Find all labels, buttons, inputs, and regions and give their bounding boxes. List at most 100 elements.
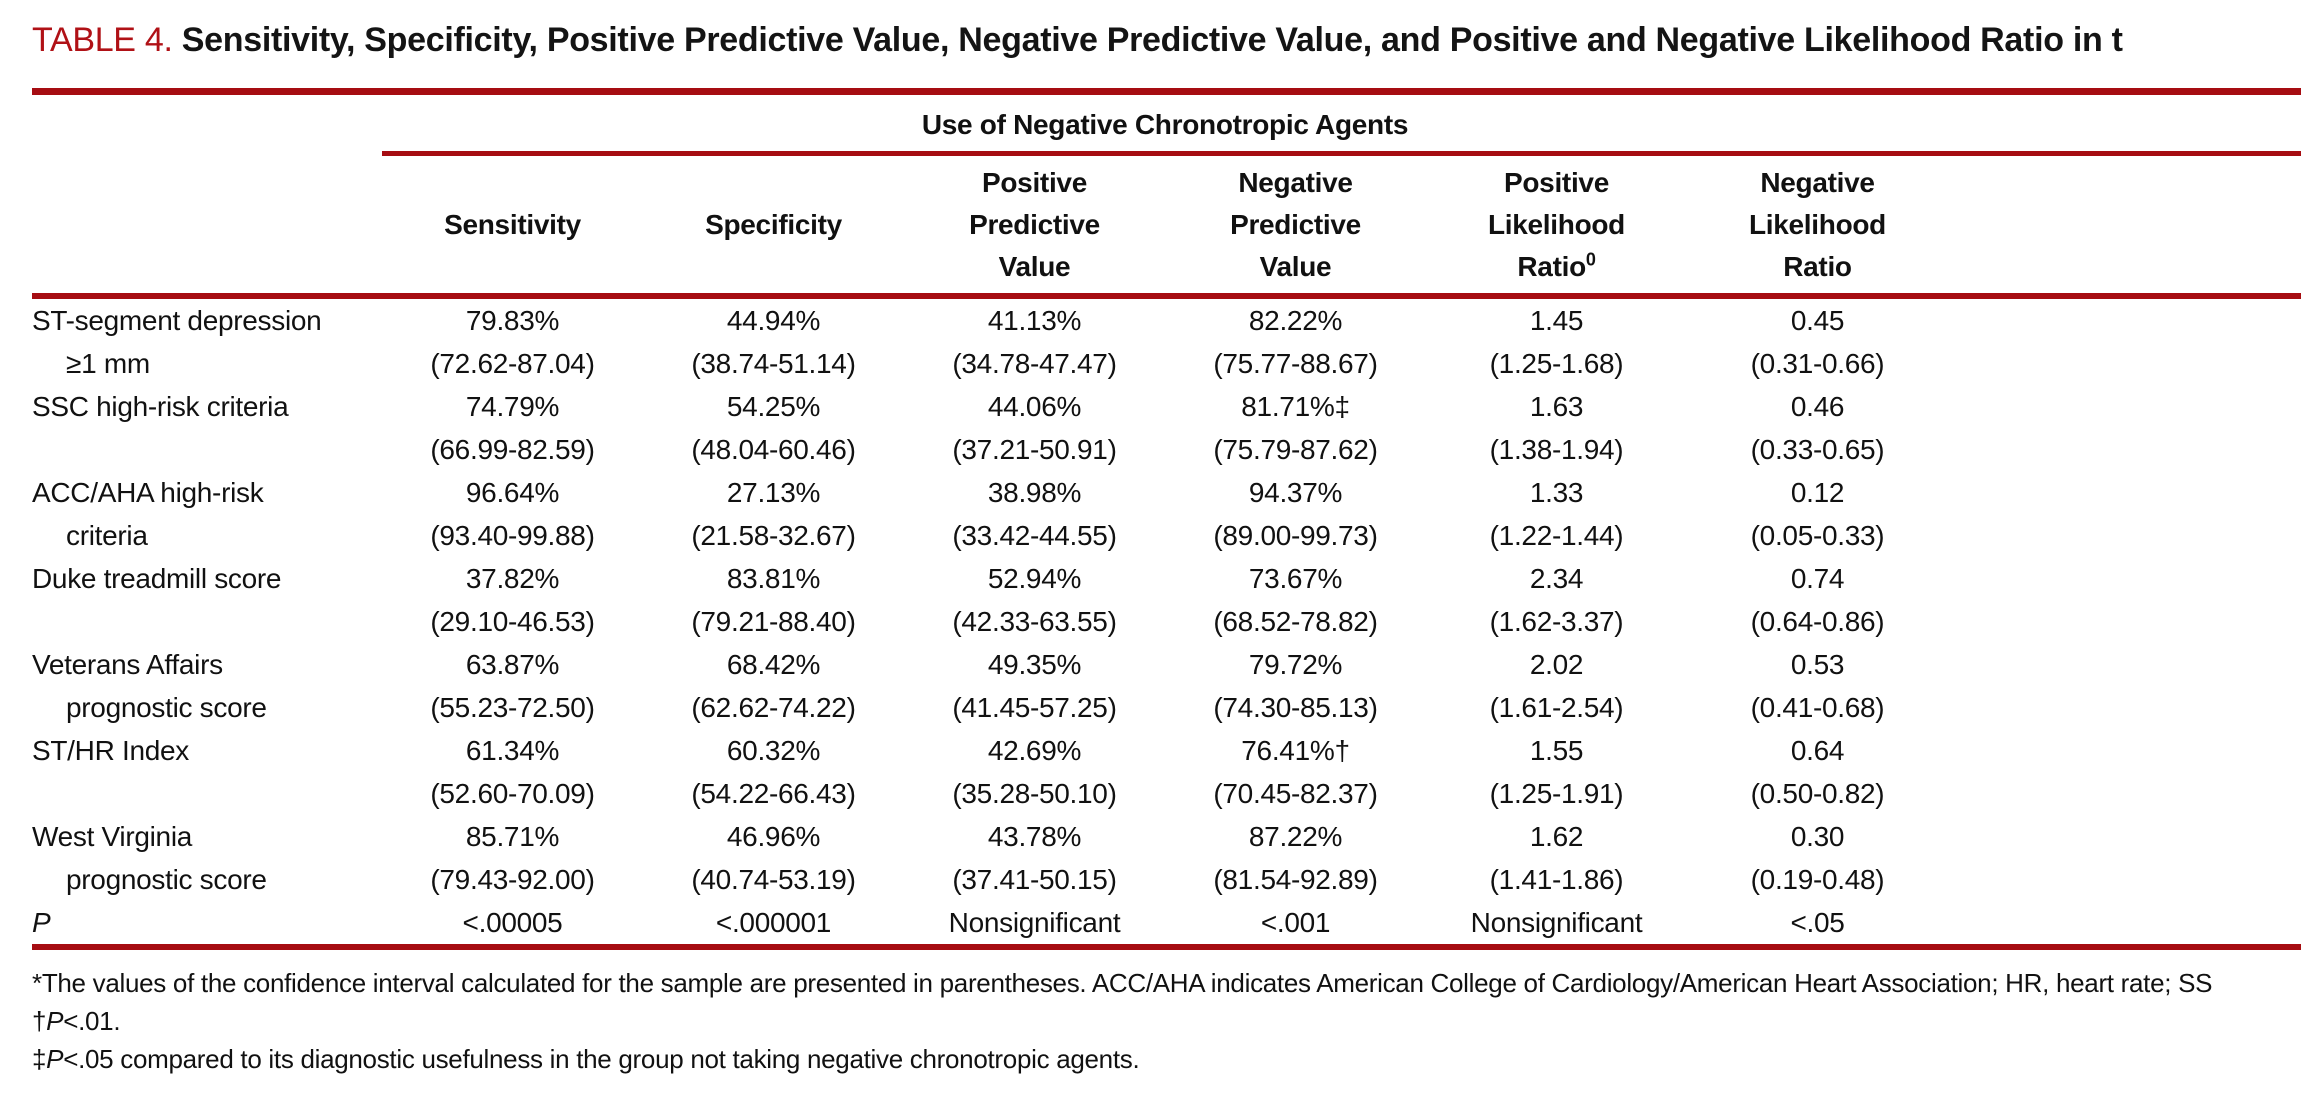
table-cell: 1.33 (1.22-1.44): [1426, 471, 1687, 557]
cell-ci: (0.64-0.86): [1750, 606, 1885, 637]
column-header-ppv: Positive Predictive Value: [969, 167, 1100, 282]
cell-value: 0.30: [1790, 821, 1845, 852]
table-row: Duke treadmill score 37.82% (29.10-46.53)…: [32, 557, 2301, 643]
row-label-line2: [32, 772, 382, 815]
table-cell: 1.63 (1.38-1.94): [1426, 385, 1687, 471]
cell-ci: (0.19-0.48): [1750, 864, 1885, 895]
cell-value: 44.94%: [726, 305, 821, 336]
p-value-cell: Nonsignificant: [948, 907, 1121, 938]
footnote-double-dagger: ‡P<.05 compared to its diagnostic useful…: [32, 1044, 1140, 1074]
row-label-line2: [32, 428, 382, 471]
table-cell: 60.32% (54.22-66.43): [643, 729, 904, 815]
row-label-line1: ST-segment depression: [32, 305, 322, 336]
cell-value: 96.64%: [465, 477, 560, 508]
cell-ci: (75.79-87.62): [1213, 434, 1378, 465]
table-cell: 0.46 (0.33-0.65): [1687, 385, 1948, 471]
cell-value: 49.35%: [987, 649, 1082, 680]
table-cell: 43.78% (37.41-50.15): [904, 815, 1165, 901]
row-label-line1: West Virginia: [32, 821, 193, 852]
cell-value: 73.67%: [1248, 563, 1343, 594]
p-row-label: P: [32, 907, 51, 938]
p-value-cell: Nonsignificant: [1470, 907, 1643, 938]
table-cell: 76.41%† (70.45-82.37): [1165, 729, 1426, 815]
row-label: SSC high-risk criteria: [32, 385, 382, 471]
footnote-dagger: †P<.01.: [32, 1006, 121, 1036]
table-cell: 49.35% (41.45-57.25): [904, 643, 1165, 729]
column-header-nlr: Negative Likelihood Ratio: [1748, 167, 1886, 282]
cell-ci: (37.41-50.15): [952, 864, 1117, 895]
cell-value: 0.45: [1790, 305, 1845, 336]
cell-ci: (0.33-0.65): [1750, 434, 1885, 465]
table-cell: 61.34% (52.60-70.09): [382, 729, 643, 815]
table-cell: 79.72% (74.30-85.13): [1165, 643, 1426, 729]
table-cell: 0.53 (0.41-0.68): [1687, 643, 1948, 729]
table-cell: 82.22% (75.77-88.67): [1165, 299, 1426, 385]
row-label: ACC/AHA high-risk criteria: [32, 471, 382, 557]
cell-ci: (1.41-1.86): [1489, 864, 1624, 895]
cell-ci: (1.38-1.94): [1489, 434, 1624, 465]
cell-ci: (35.28-50.10): [952, 778, 1117, 809]
table-row: ST/HR Index 61.34% (52.60-70.09) 60.32% (5…: [32, 729, 2301, 815]
table-cell: 0.74 (0.64-0.86): [1687, 557, 1948, 643]
top-rule: [32, 88, 2301, 95]
cell-value: 83.81%: [726, 563, 821, 594]
table-cell: 63.87% (55.23-72.50): [382, 643, 643, 729]
cell-value: 74.79%: [465, 391, 560, 422]
footnote-asterisk: *The values of the confidence interval c…: [32, 968, 2213, 998]
table-cell: 41.13% (34.78-47.47): [904, 299, 1165, 385]
table-row: Veterans Affairs prognostic score 63.87%…: [32, 643, 2301, 729]
cell-value: 2.02: [1529, 649, 1584, 680]
table-row: ACC/AHA high-risk criteria 96.64% (93.40-…: [32, 471, 2301, 557]
cell-ci: (52.60-70.09): [430, 778, 595, 809]
column-header-plr: Positive Likelihood Ratio0: [1487, 167, 1625, 282]
cell-value: 1.62: [1529, 821, 1584, 852]
table-title-text: Sensitivity, Specificity, Positive Predi…: [181, 21, 2123, 59]
table-cell: 1.62 (1.41-1.86): [1426, 815, 1687, 901]
cell-ci: (40.74-53.19): [691, 864, 856, 895]
row-label-line2: criteria: [66, 520, 148, 551]
cell-ci: (1.25-1.68): [1489, 348, 1624, 379]
table-cell: 44.06% (37.21-50.91): [904, 385, 1165, 471]
cell-value: 46.96%: [726, 821, 821, 852]
cell-ci: (41.45-57.25): [952, 692, 1117, 723]
cell-ci: (0.50-0.82): [1750, 778, 1885, 809]
cell-value: 85.71%: [465, 821, 560, 852]
cell-ci: (75.77-88.67): [1213, 348, 1378, 379]
cell-value: 27.13%: [726, 477, 821, 508]
cell-ci: (33.42-44.55): [952, 520, 1117, 551]
cell-value: 79.72%: [1248, 649, 1343, 680]
row-label-line1: ACC/AHA high-risk: [32, 477, 264, 508]
cell-value: 37.82%: [465, 563, 560, 594]
table-cell: 27.13% (21.58-32.67): [643, 471, 904, 557]
header-row: Sensitivity Specificity Positive Predict…: [32, 156, 2301, 293]
cell-value: 0.74: [1790, 563, 1845, 594]
cell-value: 1.33: [1529, 477, 1584, 508]
footnotes: *The values of the confidence interval c…: [32, 964, 2301, 1078]
table-cell: 0.64 (0.50-0.82): [1687, 729, 1948, 815]
row-label-line1: ST/HR Index: [32, 735, 189, 766]
table-cell: 74.79% (66.99-82.59): [382, 385, 643, 471]
cell-ci: (21.58-32.67): [691, 520, 856, 551]
cell-ci: (66.99-82.59): [430, 434, 595, 465]
table-cell: 87.22% (81.54-92.89): [1165, 815, 1426, 901]
cell-ci: (79.43-92.00): [430, 864, 595, 895]
row-label-line1: Duke treadmill score: [32, 563, 282, 594]
table-cell: 68.42% (62.62-74.22): [643, 643, 904, 729]
cell-ci: (89.00-99.73): [1213, 520, 1378, 551]
table-cell: 37.82% (29.10-46.53): [382, 557, 643, 643]
cell-value: 44.06%: [987, 391, 1082, 422]
cell-value: 63.87%: [465, 649, 560, 680]
cell-value: 43.78%: [987, 821, 1082, 852]
table-row: West Virginia prognostic score 85.71% (79…: [32, 815, 2301, 901]
cell-ci: (1.25-1.91): [1489, 778, 1624, 809]
row-label: Duke treadmill score: [32, 557, 382, 643]
table-title: TABLE 4. Sensitivity, Specificity, Posit…: [32, 16, 2301, 64]
cell-ci: (79.21-88.40): [691, 606, 856, 637]
table-cell: 46.96% (40.74-53.19): [643, 815, 904, 901]
row-label-line1: Veterans Affairs: [32, 649, 223, 680]
table-cell: 44.94% (38.74-51.14): [643, 299, 904, 385]
table-number: TABLE 4.: [32, 21, 173, 59]
cell-value: 42.69%: [987, 735, 1082, 766]
row-label-line2: ≥1 mm: [66, 348, 150, 379]
